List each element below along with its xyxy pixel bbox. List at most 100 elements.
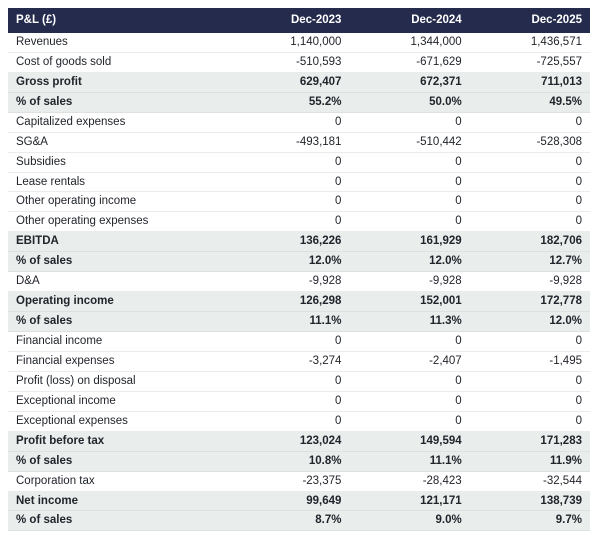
table-row: Financial expenses -3,274 -2,407 -1,495 xyxy=(8,351,590,372)
table-row: Operating income 126,298 152,001 172,778 xyxy=(8,291,590,313)
cell-value: 161,929 xyxy=(349,231,470,253)
cell-value: 8.7% xyxy=(229,510,350,532)
row-label: Capitalized expenses xyxy=(8,112,230,133)
cell-value: 55.2% xyxy=(229,92,350,113)
table-row: % of sales 8.7% 9.0% 9.7% xyxy=(8,510,590,532)
table-row: Gross profit 629,407 672,371 711,013 xyxy=(8,72,590,93)
cell-value: -671,629 xyxy=(349,52,470,73)
table-row: Corporation tax -23,375 -28,423 -32,544 xyxy=(8,471,590,492)
column-header-dec-2023: Dec-2023 xyxy=(229,8,350,33)
row-label: Profit (loss) on disposal xyxy=(8,371,230,392)
cell-value: 11.1% xyxy=(229,311,350,332)
row-label: Corporation tax xyxy=(8,471,230,492)
cell-value: 182,706 xyxy=(469,231,590,253)
cell-value: 0 xyxy=(349,191,470,213)
cell-value: 123,024 xyxy=(229,431,350,452)
table-row: Capitalized expenses 0 0 0 xyxy=(8,112,590,133)
table-row: Financial income 0 0 0 xyxy=(8,331,590,352)
cell-value: 10.8% xyxy=(229,451,350,472)
row-label: Gross profit xyxy=(8,72,230,93)
cell-value: 0 xyxy=(469,411,590,432)
cell-value: -9,928 xyxy=(349,271,470,293)
cell-value: 12.0% xyxy=(469,311,590,332)
table-row: EBITDA 136,226 161,929 182,706 xyxy=(8,231,590,253)
table-row: Profit (loss) on disposal 0 0 0 xyxy=(8,371,590,392)
cell-value: 1,344,000 xyxy=(349,32,470,53)
cell-value: -493,181 xyxy=(229,132,350,153)
cell-value: -9,928 xyxy=(469,271,590,293)
row-label: EBITDA xyxy=(8,231,230,253)
pnl-table-header: P&L (£) Dec-2023 Dec-2024 Dec-2025 xyxy=(8,8,590,33)
cell-value: -510,593 xyxy=(229,52,350,73)
pnl-table-body: Revenues 1,140,000 1,344,000 1,436,571 Cost … xyxy=(8,32,590,532)
cell-value: 9.0% xyxy=(349,510,470,532)
cell-value: -9,928 xyxy=(229,271,350,293)
cell-value: -3,274 xyxy=(229,351,350,372)
cell-value: -510,442 xyxy=(349,132,470,153)
table-row: Lease rentals 0 0 0 xyxy=(8,172,590,193)
cell-value: 11.3% xyxy=(349,311,470,332)
row-label: D&A xyxy=(8,271,230,293)
cell-value: 0 xyxy=(349,112,470,133)
row-label: Exceptional expenses xyxy=(8,411,230,432)
cell-value: 0 xyxy=(469,371,590,392)
cell-value: 0 xyxy=(229,411,350,432)
cell-value: 0 xyxy=(469,172,590,193)
cell-value: 0 xyxy=(349,211,470,233)
cell-value: 12.0% xyxy=(349,251,470,273)
cell-value: 0 xyxy=(229,172,350,193)
row-label: Exceptional income xyxy=(8,391,230,412)
cell-value: 12.7% xyxy=(469,251,590,273)
cell-value: 152,001 xyxy=(349,291,470,313)
cell-value: 171,283 xyxy=(469,431,590,452)
table-row: % of sales 12.0% 12.0% 12.7% xyxy=(8,251,590,273)
row-label: Financial income xyxy=(8,331,230,352)
cell-value: 0 xyxy=(349,411,470,432)
cell-value: 9.7% xyxy=(469,510,590,532)
row-label: Other operating expenses xyxy=(8,211,230,233)
table-row: SG&A -493,181 -510,442 -528,308 xyxy=(8,132,590,153)
cell-value: 0 xyxy=(229,331,350,352)
row-label: Cost of goods sold xyxy=(8,52,230,73)
cell-value: 172,778 xyxy=(469,291,590,313)
table-row: Net income 99,649 121,171 138,739 xyxy=(8,491,590,512)
cell-value: 0 xyxy=(229,391,350,412)
row-label: Profit before tax xyxy=(8,431,230,452)
table-row: % of sales 11.1% 11.3% 12.0% xyxy=(8,311,590,332)
table-row: % of sales 10.8% 11.1% 11.9% xyxy=(8,451,590,472)
cell-value: 11.1% xyxy=(349,451,470,472)
cell-value: 0 xyxy=(349,331,470,352)
cell-value: 0 xyxy=(469,331,590,352)
table-row: D&A -9,928 -9,928 -9,928 xyxy=(8,271,590,293)
cell-value: 0 xyxy=(469,152,590,173)
column-header-dec-2025: Dec-2025 xyxy=(469,8,590,33)
cell-value: 99,649 xyxy=(229,491,350,512)
column-header-pnl-title: P&L (£) xyxy=(8,8,230,33)
cell-value: 0 xyxy=(229,112,350,133)
column-header-dec-2024: Dec-2024 xyxy=(349,8,470,33)
cell-value: -725,557 xyxy=(469,52,590,73)
table-row: Subsidies 0 0 0 xyxy=(8,152,590,173)
cell-value: 12.0% xyxy=(229,251,350,273)
cell-value: 49.5% xyxy=(469,92,590,113)
table-row: Revenues 1,140,000 1,344,000 1,436,571 xyxy=(8,32,590,53)
cell-value: 0 xyxy=(229,211,350,233)
table-row: Other operating expenses 0 0 0 xyxy=(8,211,590,233)
cell-value: -2,407 xyxy=(349,351,470,372)
cell-value: 149,594 xyxy=(349,431,470,452)
cell-value: 1,436,571 xyxy=(469,32,590,53)
cell-value: -1,495 xyxy=(469,351,590,372)
table-row: Exceptional income 0 0 0 xyxy=(8,391,590,412)
cell-value: 0 xyxy=(469,391,590,412)
table-row: Other operating income 0 0 0 xyxy=(8,191,590,213)
cell-value: 711,013 xyxy=(469,72,590,93)
cell-value: 0 xyxy=(469,211,590,233)
cell-value: 0 xyxy=(469,191,590,213)
cell-value: -528,308 xyxy=(469,132,590,153)
cell-value: -32,544 xyxy=(469,471,590,492)
row-label: % of sales xyxy=(8,451,230,472)
cell-value: 0 xyxy=(229,371,350,392)
cell-value: 136,226 xyxy=(229,231,350,253)
row-label: Operating income xyxy=(8,291,230,313)
